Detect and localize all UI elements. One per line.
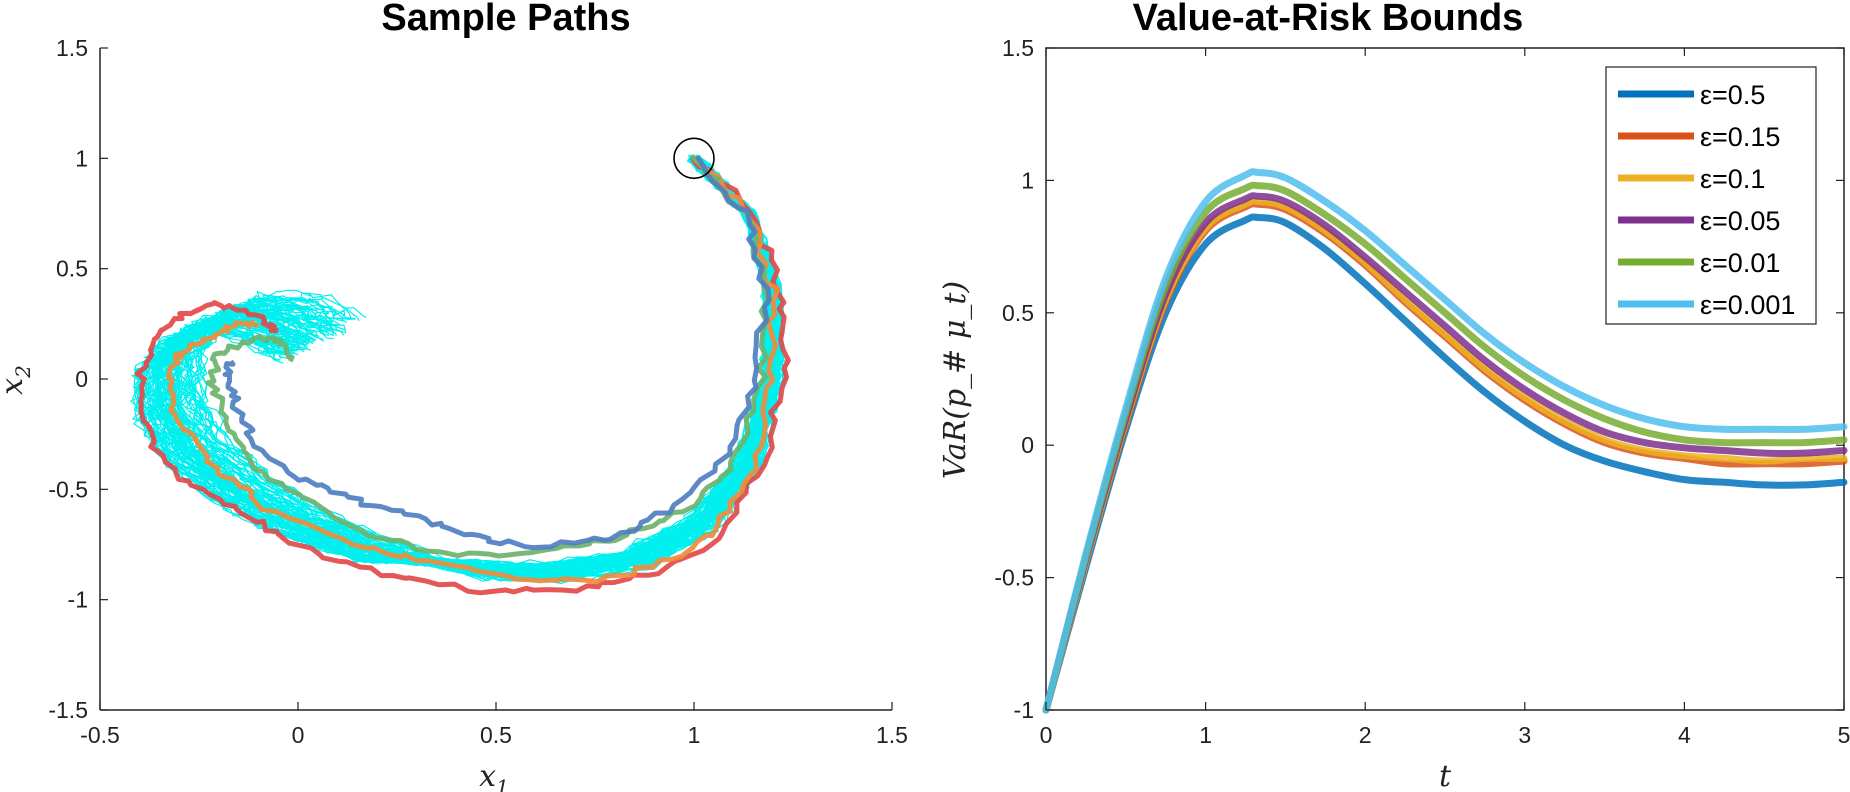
left-y-tick-label: -1.5 [48, 697, 88, 723]
background-sample-path [171, 161, 783, 576]
right-y-tick-label: 0.5 [1002, 300, 1034, 326]
left-y-tick-label: 0.5 [56, 256, 88, 282]
var-line-6 [1042, 168, 1848, 714]
background-sample-path [150, 157, 779, 571]
right-x-tick-label: 4 [1678, 722, 1691, 748]
legend-label: ε=0.001 [1700, 290, 1795, 320]
var-bounds-panel: Value-at-Risk Bounds 0 1 2 3 4 5 -1 -0.5 0 0.5 1 1.… [938, 0, 1850, 792]
background-sample-path [147, 156, 777, 573]
legend-label: ε=0.1 [1700, 164, 1765, 194]
right-x-tick-label: 3 [1518, 722, 1531, 748]
legend-label: ε=0.05 [1700, 206, 1780, 236]
right-x-axis-label: t [1439, 759, 1452, 792]
left-y-axis-label: x2 [0, 365, 35, 395]
left-x-tick-label: 1.5 [876, 722, 908, 748]
left-x-axis-label: x1 [479, 759, 509, 792]
legend-label: ε=0.15 [1700, 122, 1780, 152]
right-chart-title: Value-at-Risk Bounds [1133, 0, 1524, 39]
legend-label: ε=0.5 [1700, 80, 1765, 110]
highlighted-sample-path-3 [205, 154, 771, 559]
right-x-tick-label: 5 [1838, 722, 1850, 748]
highlighted-sample-path-1 [134, 156, 791, 596]
right-y-tick-label: 1.5 [1002, 35, 1034, 61]
right-y-tick-label: 0 [1021, 432, 1034, 458]
right-x-tick-label: 2 [1359, 722, 1372, 748]
left-x-tick-label: 0 [292, 722, 305, 748]
right-y-axis-label: VaR(p_# μ_t) [938, 281, 973, 479]
sample-paths-panel: Sample Paths -0.5 0 0.5 1 1.5 -1.5 -1 -0.5 0 0.5 1… [0, 0, 908, 792]
legend: ε=0.5 ε=0.15 ε=0.1 ε=0.05 ε=0.01 ε=0.001 [1605, 66, 1817, 325]
left-y-tick-label: -0.5 [48, 476, 88, 502]
right-y-tick-label: -0.5 [994, 565, 1034, 591]
right-lines-layer [1042, 168, 1848, 714]
right-plot-box [1045, 47, 1845, 711]
start-marker-circle [673, 137, 715, 180]
highlighted-sample-path-2 [166, 156, 781, 585]
right-x-tick-label: 1 [1199, 722, 1212, 748]
left-ticks: -0.5 0 0.5 1 1.5 -1.5 -1 -0.5 0 0.5 1 1.5 [48, 35, 908, 748]
left-x-tick-label: -0.5 [80, 722, 120, 748]
legend-box [1605, 66, 1817, 325]
legend-label: ε=0.01 [1700, 248, 1780, 278]
left-y-tick-label: 1 [75, 145, 88, 171]
left-y-tick-label: -1 [68, 587, 88, 613]
right-y-tick-label: 1 [1021, 167, 1034, 193]
highlighted-sample-path-4 [222, 154, 772, 551]
left-paths-layer [129, 154, 791, 596]
right-x-tick-label: 0 [1040, 722, 1053, 748]
left-x-tick-label: 1 [688, 722, 701, 748]
left-y-tick-label: 0 [75, 366, 88, 392]
left-y-tick-label: 1.5 [56, 35, 88, 61]
left-x-tick-label: 0.5 [480, 722, 512, 748]
right-ticks: 0 1 2 3 4 5 -1 -0.5 0 0.5 1 1.5 [994, 35, 1850, 748]
left-chart-title: Sample Paths [381, 0, 630, 39]
right-y-tick-label: -1 [1014, 697, 1034, 723]
